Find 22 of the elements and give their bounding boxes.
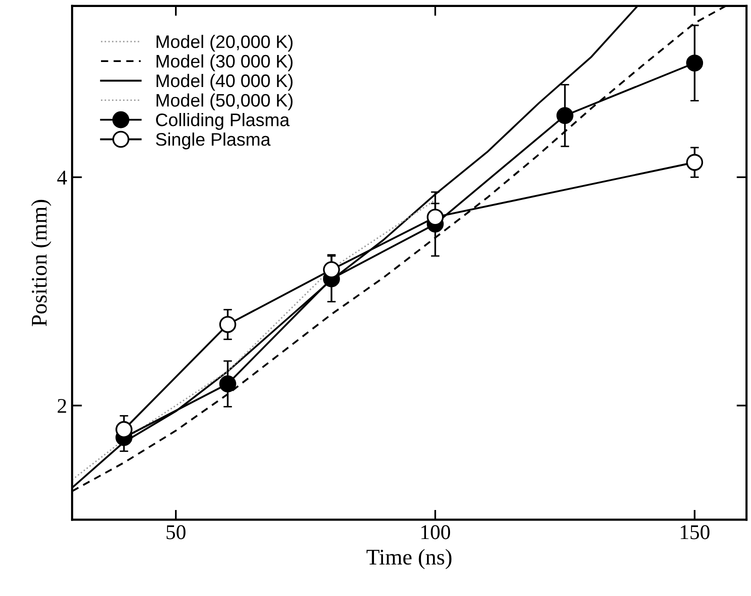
y-tick-label: 4 [57,170,67,184]
x-tick-label: 100 [421,525,450,540]
point [219,375,236,392]
legend-label: Model (30 000 K) [156,54,293,72]
point [686,154,704,171]
x-axis-title: Time (ns) [366,549,452,570]
legend-label: Colliding Plasma [156,113,290,130]
point [426,208,444,226]
line-series [72,199,436,480]
point [686,54,704,72]
legend-label: Model (20,000 K) [156,34,293,52]
point [323,261,340,278]
point [116,421,132,438]
point [556,107,574,124]
legend-label: Single Plasma [156,132,271,150]
y-tick-label: 2 [58,398,66,413]
legend-label: Model (50,000 K) [156,93,293,110]
legend-label: Model (40 000 K) [156,74,293,91]
x-tick-label: 50 [166,525,186,540]
x-tick-label: 150 [680,525,710,540]
point [219,316,236,333]
y-axis-title: Position (mm) [31,200,52,326]
